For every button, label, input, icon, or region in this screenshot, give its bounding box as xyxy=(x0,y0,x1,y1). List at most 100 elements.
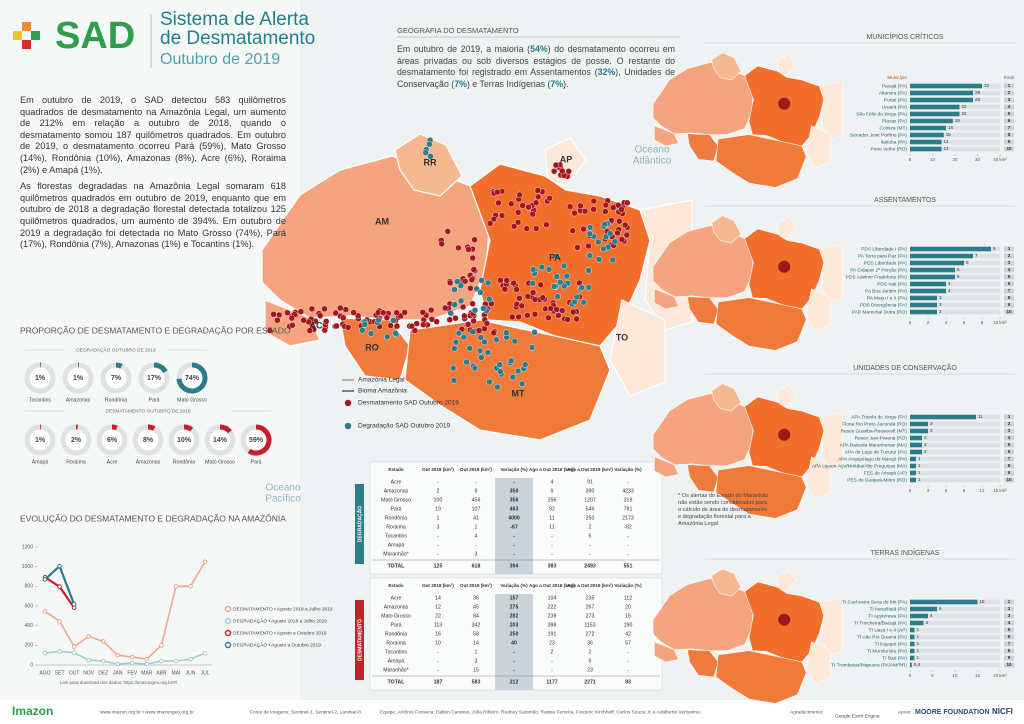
table-cell: Rondônia xyxy=(385,515,407,521)
point xyxy=(42,609,48,614)
table-cell: 2 xyxy=(589,649,592,655)
table-band xyxy=(495,478,533,574)
alert-marker xyxy=(486,220,494,227)
alert-marker xyxy=(573,293,581,301)
table-cell: 187 xyxy=(434,679,443,685)
bar-label: 1 xyxy=(917,648,920,653)
table-cell: 2 xyxy=(551,649,554,655)
table-cell: 275 xyxy=(510,604,519,610)
bar xyxy=(910,302,937,308)
alert-marker xyxy=(379,309,387,316)
point xyxy=(144,661,150,667)
intro: Em outubro de 2019, o SAD detectou 583 q… xyxy=(20,95,286,256)
rank-box xyxy=(1004,125,1014,131)
point xyxy=(100,658,106,664)
rank-box xyxy=(1004,606,1014,612)
rank: 2 xyxy=(1008,606,1011,611)
brand: SAD xyxy=(55,15,135,57)
table-side xyxy=(355,484,364,564)
table-cell: 4000 xyxy=(508,515,520,521)
legend-label: Bioma Amazônia xyxy=(358,388,407,395)
table-header: Estado xyxy=(388,583,404,588)
bar-track xyxy=(910,634,1000,640)
donut-arc xyxy=(111,424,118,431)
bar-track xyxy=(910,428,1000,434)
bar-track xyxy=(910,662,1000,668)
donut-name: Rondônia xyxy=(173,459,195,465)
bar-track xyxy=(910,620,1000,626)
note: Link para download dos dados: https://im… xyxy=(60,680,178,685)
bar-label: 9 xyxy=(993,246,996,251)
footer-supporter: NICFI xyxy=(992,707,1013,716)
donut-label: 1% xyxy=(73,375,84,382)
item-name: Itaituba (PA) xyxy=(881,139,908,145)
alert-marker xyxy=(464,321,472,328)
table-cell: 19 xyxy=(435,506,441,512)
table-cell: Maranhão* xyxy=(383,551,408,557)
alert-marker xyxy=(557,278,564,286)
table-cell: Amazonas xyxy=(384,604,409,610)
table-cell: - xyxy=(437,658,439,664)
table-cell: - xyxy=(437,667,439,673)
table-cell: 23 xyxy=(549,640,555,646)
geography-segment: 7% xyxy=(454,78,467,89)
alert-marker xyxy=(438,240,445,248)
alert-marker xyxy=(513,286,520,293)
alert-marker xyxy=(476,347,484,355)
alert-marker xyxy=(498,212,506,219)
table-cell: Mato Grosso xyxy=(381,613,411,619)
table-cell: - xyxy=(437,533,439,539)
title-line: de Desmatamento xyxy=(160,28,315,49)
table-cell: - xyxy=(627,551,629,557)
legend-label: DESMATAMENTO • Agosto a Outubro 2019 xyxy=(233,630,327,636)
legend-label: DESMATAMENTO • Agosto 2018 a Julho 2019 xyxy=(233,606,333,612)
donut-name: Pará xyxy=(149,397,160,403)
item-name: PES do Guajará-Mirim (RO) xyxy=(847,477,907,483)
alert-marker xyxy=(484,279,492,287)
rank: 1 xyxy=(1008,599,1011,604)
rank-box xyxy=(1004,111,1014,117)
bar-label: 4 xyxy=(948,288,951,293)
alert-marker xyxy=(566,203,574,210)
alert-marker xyxy=(450,364,457,372)
ocean-label: Atlântico xyxy=(633,156,672,167)
table-cell: 350 xyxy=(510,488,519,494)
item-name: Flona Rio Preto-Jacundá (RO) xyxy=(842,421,907,427)
alert-marker xyxy=(511,337,519,345)
alert-marker xyxy=(461,312,468,320)
alert-marker xyxy=(555,312,562,319)
point xyxy=(71,601,77,607)
item-name: Pacajá (PA) xyxy=(882,83,908,89)
alert-marker xyxy=(393,309,400,316)
table-header: Variação (%) xyxy=(614,583,642,588)
alert-marker xyxy=(463,358,470,366)
rank: 7 xyxy=(1008,456,1011,461)
panel-title: UNIDADES DE CONSERVAÇÃO xyxy=(853,363,957,372)
table-cell: 463 xyxy=(510,506,519,512)
rank: 2 xyxy=(1008,253,1011,258)
mini-map xyxy=(652,568,843,704)
alert-marker xyxy=(554,293,561,300)
item-name: APA Arquipélago do Marajó (PA) xyxy=(838,456,907,462)
rank: 6 xyxy=(1008,449,1011,454)
bar-track xyxy=(910,309,1000,315)
alert-marker xyxy=(469,300,476,307)
alert-marker xyxy=(515,313,522,321)
legend-swatch xyxy=(224,629,232,637)
table-cell: 14 xyxy=(435,595,441,601)
bar xyxy=(910,90,973,96)
bar-label: 3 xyxy=(930,421,933,426)
rank-box xyxy=(1004,428,1014,434)
bar xyxy=(910,456,916,462)
table-cell: 91 xyxy=(587,479,593,485)
alert-marker xyxy=(551,283,558,290)
x-tick-label: 6 xyxy=(963,320,966,325)
geography-segment: 54% xyxy=(530,44,548,54)
point xyxy=(71,644,77,649)
point xyxy=(42,577,48,582)
rank: 6 xyxy=(1008,118,1011,123)
table-cell: 157 xyxy=(510,595,519,601)
alert-marker xyxy=(383,314,391,321)
geography-text: Em outubro de 2019, a maioria (54%) do d… xyxy=(397,44,675,90)
alert-marker xyxy=(543,221,550,228)
